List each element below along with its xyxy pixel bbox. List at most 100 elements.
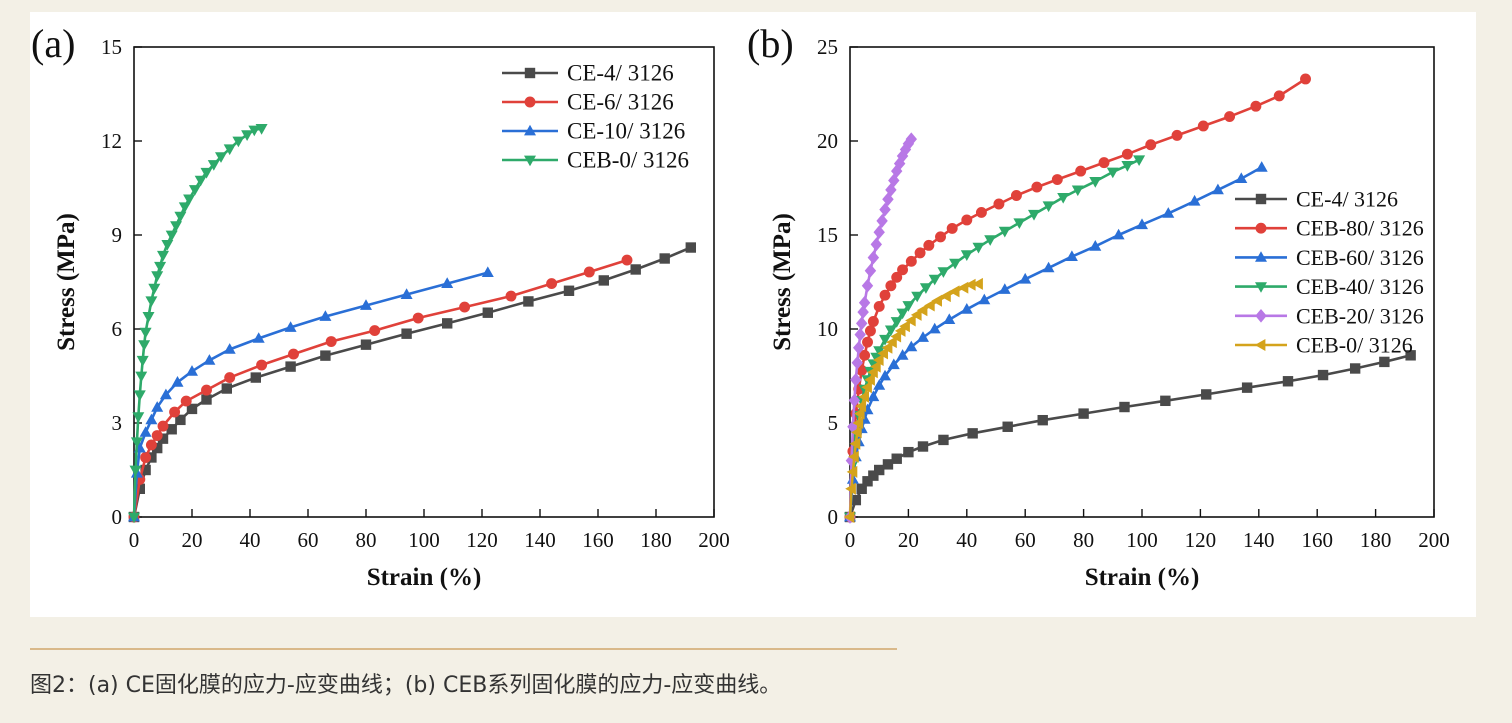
panel-a-series-ceb-0-3126-point	[255, 124, 268, 135]
panel-b-series-ceb-80-3126-point	[946, 222, 958, 234]
panel-a-series-ce-4-3126-point	[360, 339, 372, 350]
panel-a-x-tick-label: 140	[524, 528, 556, 552]
panel-b-series-ceb-40-3126-point	[1057, 193, 1070, 204]
panel-b-series-ceb-80-3126-point	[975, 206, 987, 218]
panel-b-legend-ceb-0-3126-swatch-marker	[1254, 339, 1266, 351]
panel-b-series-ceb-80-3126-point	[891, 271, 903, 283]
panel-a-legend-ceb-0-3126-text: CEB-0/ 3126	[567, 148, 689, 173]
panel-b-series-ceb-0-3126-point	[877, 347, 888, 360]
panel-b-series-ce-4-3126-point	[1119, 401, 1130, 413]
panel-a-series-ce-10-3126-point	[171, 376, 184, 387]
panel-b-x-axis-label: Strain (%)	[1085, 564, 1200, 591]
panel-b-legend-ceb-80-3126-swatch-marker	[1255, 222, 1267, 234]
panel-b-series-ceb-80-3126-point	[864, 325, 876, 337]
panel-b-series-ceb-20-3126-point	[854, 327, 866, 342]
panel-b-series-ceb-80-3126-point	[993, 198, 1005, 210]
panel-a-series-ceb-0-3126	[128, 124, 268, 524]
panel-a-series-ce-4-3126-point	[630, 264, 641, 275]
panel-b-series-ceb-40-3126-point	[1028, 209, 1040, 221]
panel-b-series-ceb-40-3126-point	[1089, 177, 1102, 188]
panel-b-legend-ceb-20-3126-swatch-marker	[1255, 309, 1267, 323]
panel-b-series-ceb-0-3126-point	[948, 285, 960, 298]
panel-b-series-ce-4-3126-point	[1379, 356, 1390, 368]
panel-b-series-ceb-60-3126-point	[1235, 172, 1248, 183]
panel-a-x-tick-label: 120	[466, 528, 498, 552]
panel-b-x-tick-label: 100	[1126, 528, 1158, 552]
panel-b-series-ceb-0-3126-point	[890, 330, 902, 343]
panel-b-series-ceb-20-3126-point	[891, 164, 903, 178]
figure-caption: 图2：(a) CE固化膜的应力-应变曲线；(b) CEB系列固化膜的应力-应变曲…	[30, 673, 782, 698]
panel-b-series-ce-4-3126-point	[1037, 414, 1048, 426]
panel-b-series-ceb-80-3126-point	[935, 231, 946, 243]
panel-a-series-ceb-0-3126-point	[129, 465, 142, 477]
panel-b-series-ceb-60-3126-point	[1019, 272, 1032, 284]
panel-b-series-ceb-80-3126-point	[1051, 174, 1063, 185]
panel-b-x-tick-label: 60	[1015, 528, 1036, 552]
panel-a-series-ceb-0-3126-point	[136, 355, 149, 367]
panel-b-legend: CE-4/ 3126 CEB-80/ 3126 CEB-60/ 3126 CEB-40…	[1235, 187, 1424, 358]
panel-b-series-ceb-0-3126-point	[849, 437, 861, 450]
panel-b-x-tick-label: 200	[1418, 528, 1450, 552]
panel-a-series-ceb-0-3126-point	[165, 230, 178, 242]
panel-b-series-ceb-80-3126	[844, 73, 1311, 523]
panel-b-series-ceb-80-3126-point	[1273, 90, 1285, 102]
panel-a-series-ce-4-3126-point	[250, 372, 261, 383]
panel-b-series-ceb-0-3126-point	[905, 314, 916, 327]
panel-a-series-ceb-0-3126-point	[178, 202, 191, 213]
panel-b-series-ceb-0-3126-point	[886, 336, 897, 349]
panel-a-series-ce-6-3126-point	[546, 278, 558, 290]
panel-b-series-ceb-80-3126-point	[897, 264, 909, 276]
panel-b-series-ceb-60-3126-point	[1188, 194, 1201, 206]
panel-a-series-ce-6-3126-point	[288, 348, 299, 360]
panel-b-x-tick-label: 20	[898, 528, 919, 552]
panel-b-series-ceb-80-3126-point	[914, 247, 926, 259]
panel-a-series-ce-10-3126-point	[441, 277, 454, 288]
panel-b-series-ceb-0-3126-point	[881, 341, 893, 354]
panel-b-series-ceb-60-3126-point	[1042, 261, 1055, 273]
panel-a-x-tick-label: 200	[698, 528, 730, 552]
panel-a-series-ce-4-3126-point	[221, 383, 232, 394]
panel-b-y-axis-label: Stress (MPa)	[769, 213, 796, 351]
panel-a-series-ce-10-3126-point	[159, 388, 172, 400]
figure-panel: 0 20 40 60 80 100 120 140 160 180 200 0 3 6 9 12 15 Strai…	[30, 12, 1476, 617]
panel-b-series-ce-4-3126-point	[1201, 389, 1212, 400]
panel-b-series-ceb-40-3126-point	[1133, 155, 1146, 166]
panel-b-series-ceb-80-3126-point	[862, 336, 873, 348]
panel-b-series-ceb-80-3126-point	[961, 214, 973, 226]
panel-a-series-ceb-0-3126-point	[207, 160, 220, 171]
panel-b-series-ceb-20-3126-point	[853, 341, 865, 355]
panel-a-series-ce-10-3126-point	[145, 413, 158, 425]
panel-a-series-ce-4-3126	[128, 242, 696, 523]
panel-a-series-ceb-0-3126-point	[135, 371, 148, 383]
panel-a-legend-ce-4-3126-swatch-marker	[524, 67, 536, 79]
panel-a-series-ce-6-3126-point	[201, 384, 212, 396]
panel-b-series-ceb-80-3126-point	[1075, 165, 1087, 177]
panel-b-series-ceb-0-3126-point	[940, 290, 951, 303]
panel-a-legend-ceb-0-3126-swatch-marker	[524, 155, 536, 167]
panel-b-series-ceb-80-3126-point	[885, 280, 897, 292]
panel-b-series-ceb-0-3126-point	[854, 407, 865, 420]
panel-b-series-ceb-60-3126-point	[960, 303, 973, 314]
panel-a-series-ceb-0-3126-point	[170, 221, 182, 232]
panel-b-series-ceb-40-3126-point	[984, 235, 997, 246]
panel-a-legend-ce-4-3126-text: CE-4/ 3126	[567, 61, 674, 86]
panel-a-series-ce-4-3126-point	[157, 433, 169, 444]
panel-a-series-ce-10-3126-point	[203, 354, 216, 365]
panel-b-series-ceb-60-3126-point	[896, 349, 909, 360]
panel-b-y-tick-label: 15	[817, 223, 838, 247]
panel-a-series-ceb-0-3126-point	[145, 296, 158, 307]
panel-a-x-tick-label: 160	[582, 528, 614, 552]
panel-a-series-ce-6-3126-point	[583, 266, 595, 278]
panel-a-series-ce-10-3126-point	[400, 288, 413, 299]
panel-a-x-axis-label: Strain (%)	[367, 564, 482, 591]
panel-b-series-ceb-40-3126-point	[928, 274, 941, 286]
panel-b-x-tick-label: 180	[1360, 528, 1392, 552]
panel-b-series-ceb-0-3126-point	[848, 450, 859, 463]
panel-b-series-ceb-40-3126-point	[998, 226, 1011, 238]
panel-b-series-ceb-80-3126-point	[859, 349, 871, 361]
panel-b-series-ceb-40-3126-point	[902, 301, 915, 312]
panel-b-x-tick-label: 160	[1301, 528, 1333, 552]
panel-b-series-ce-4-3126-point	[938, 434, 949, 446]
panel-a-series-ce-6-3126-point	[224, 372, 236, 384]
